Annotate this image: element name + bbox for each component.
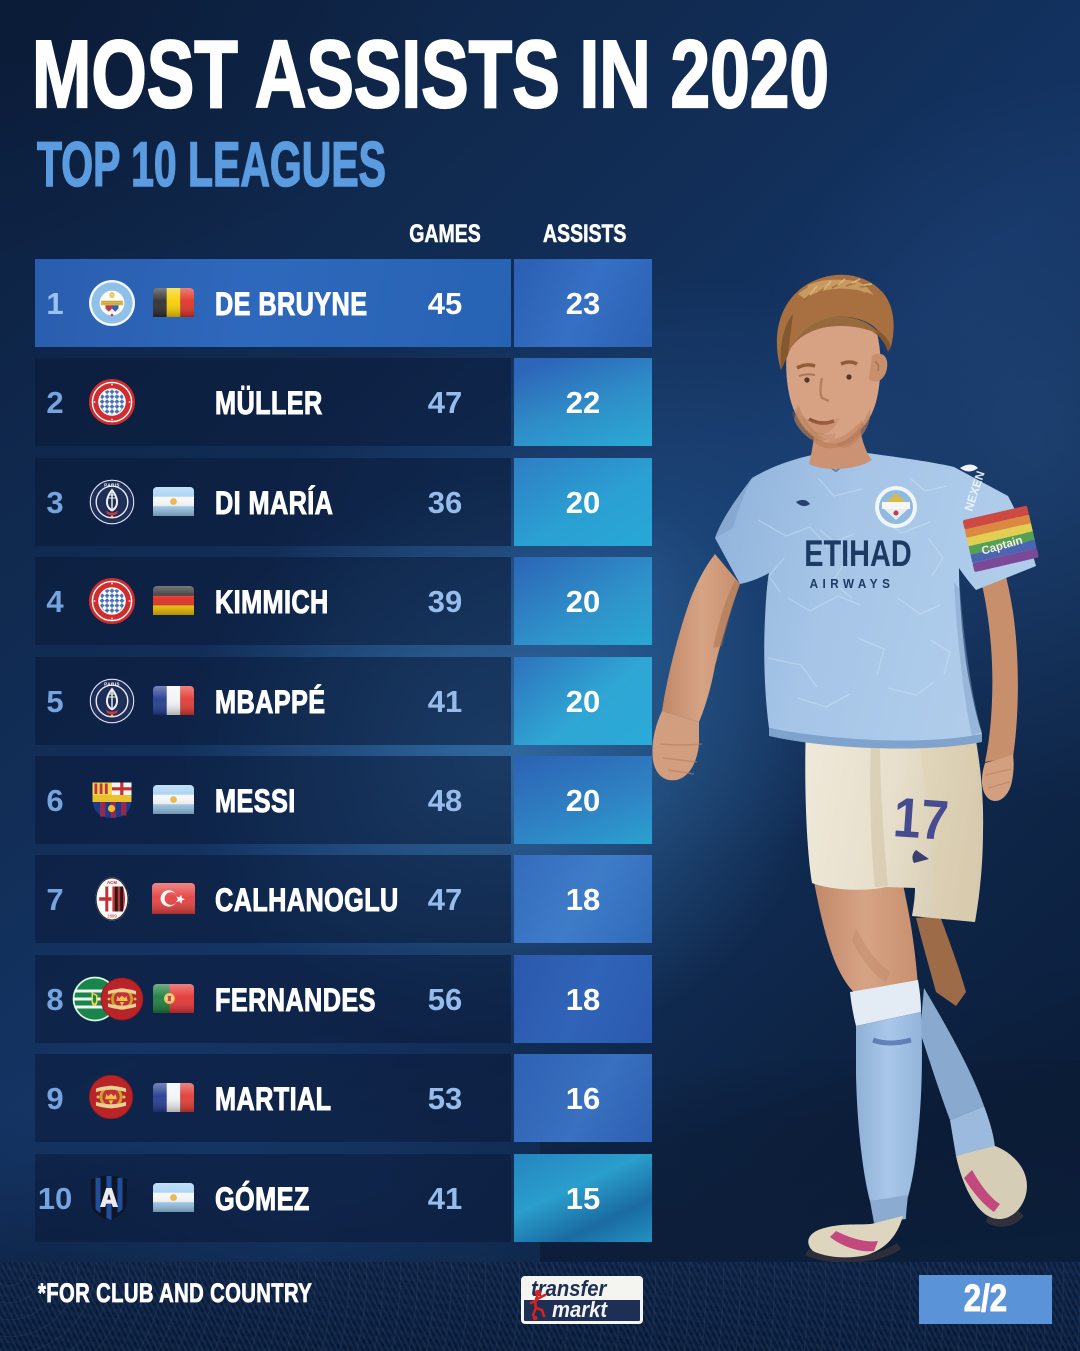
svg-text:17: 17 [891,786,950,852]
svg-text:PARIS: PARIS [104,482,120,487]
svg-text:PARIS: PARIS [104,681,120,686]
svg-text:ETIHAD: ETIHAD [804,534,911,575]
svg-text:ACM: ACM [107,880,117,885]
svg-text:AIRWAYS: AIRWAYS [810,576,895,591]
svg-text:1899: 1899 [107,914,117,919]
